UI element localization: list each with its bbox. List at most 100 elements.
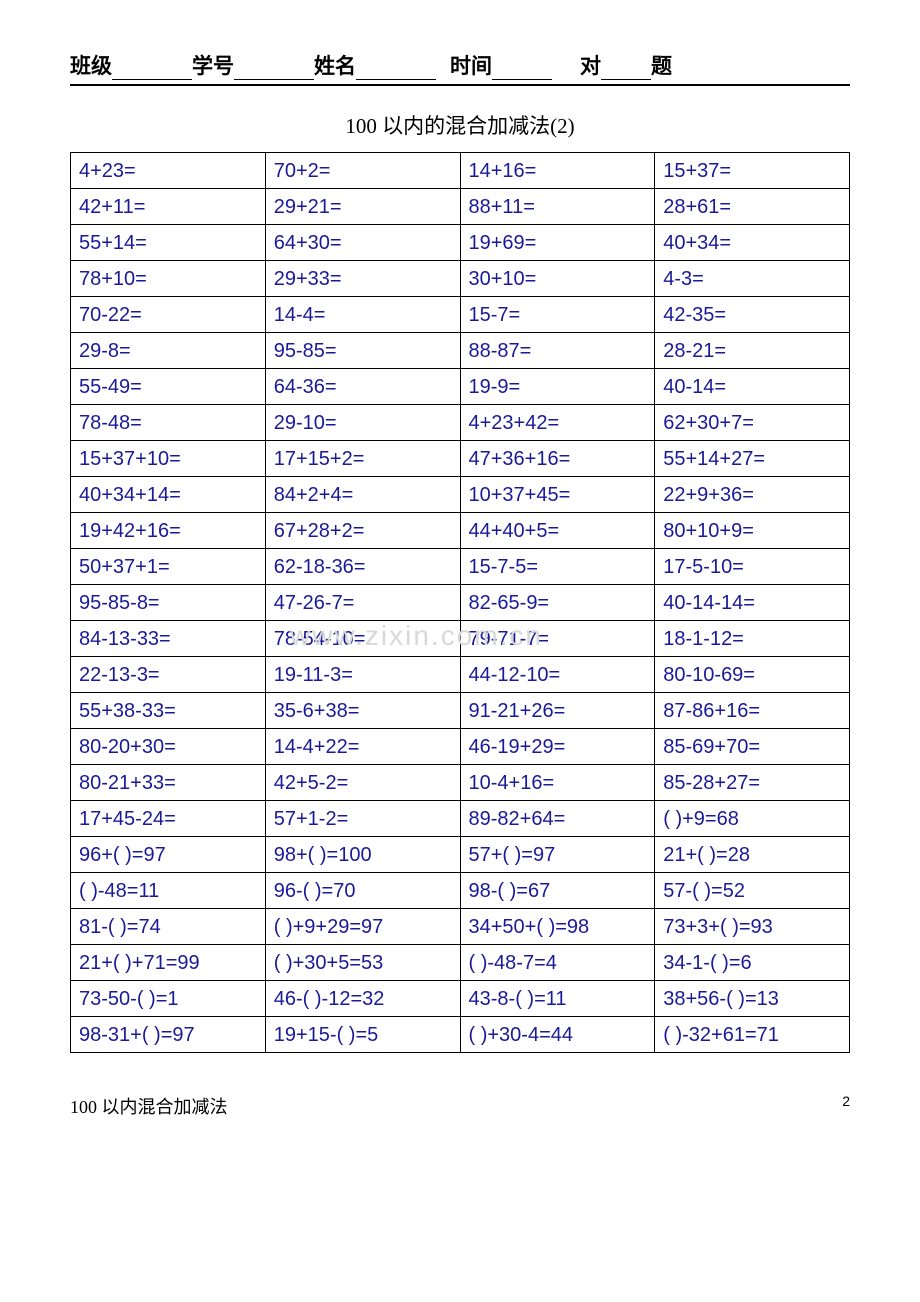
table-row: 22-13-3=19-11-3=44-12-10=80-10-69= <box>71 657 850 693</box>
name-blank <box>356 58 436 80</box>
problem-cell: ( )+9=68 <box>655 801 850 837</box>
problem-cell: 80+10+9= <box>655 513 850 549</box>
table-row: 21+( )+71=99( )+30+5=53( )-48-7=434-1-( … <box>71 945 850 981</box>
problem-cell: 42+11= <box>71 189 266 225</box>
problem-cell: ( )-48-7=4 <box>460 945 655 981</box>
problem-cell: 29+21= <box>265 189 460 225</box>
count-label: 题 <box>651 50 672 80</box>
problem-cell: 40+34+14= <box>71 477 266 513</box>
name-label: 姓名 <box>314 50 356 80</box>
problem-cell: 17-5-10= <box>655 549 850 585</box>
problem-cell: 88-87= <box>460 333 655 369</box>
problem-cell: 29-10= <box>265 405 460 441</box>
problem-cell: 79-71-7= <box>460 621 655 657</box>
problem-cell: 18-1-12= <box>655 621 850 657</box>
class-label: 班级 <box>70 50 112 80</box>
table-row: 81-( )=74( )+9+29=9734+50+( )=9873+3+( )… <box>71 909 850 945</box>
problem-cell: 21+( )+71=99 <box>71 945 266 981</box>
problem-cell: 80-21+33= <box>71 765 266 801</box>
problem-cell: 40-14-14= <box>655 585 850 621</box>
problem-cell: ( )+9+29=97 <box>265 909 460 945</box>
problem-cell: 91-21+26= <box>460 693 655 729</box>
problem-cell: 55-49= <box>71 369 266 405</box>
table-row: 84-13-33=78-54-10=79-71-7=18-1-12= <box>71 621 850 657</box>
problem-cell: 78-48= <box>71 405 266 441</box>
footer-left: 100 以内混合加减法 <box>70 1093 228 1119</box>
problem-cell: 22+9+36= <box>655 477 850 513</box>
problem-cell: 46-19+29= <box>460 729 655 765</box>
problem-cell: 4+23+42= <box>460 405 655 441</box>
problem-cell: 64+30= <box>265 225 460 261</box>
problem-cell: 62+30+7= <box>655 405 850 441</box>
table-row: 78-48=29-10=4+23+42=62+30+7= <box>71 405 850 441</box>
problem-cell: 84-13-33= <box>71 621 266 657</box>
problem-cell: 19+15-( )=5 <box>265 1017 460 1053</box>
problem-cell: 89-82+64= <box>460 801 655 837</box>
problem-cell: 40-14= <box>655 369 850 405</box>
table-row: 29-8=95-85=88-87=28-21= <box>71 333 850 369</box>
problem-cell: 62-18-36= <box>265 549 460 585</box>
class-blank <box>112 58 192 80</box>
table-row: 80-21+33=42+5-2=10-4+16=85-28+27= <box>71 765 850 801</box>
problem-cell: 21+( )=28 <box>655 837 850 873</box>
problem-cell: 96+( )=97 <box>71 837 266 873</box>
problem-cell: 57-( )=52 <box>655 873 850 909</box>
problem-cell: 57+1-2= <box>265 801 460 837</box>
problem-cell: 73+3+( )=93 <box>655 909 850 945</box>
table-row: 73-50-( )=146-( )-12=3243-8-( )=1138+56-… <box>71 981 850 1017</box>
problem-cell: 67+28+2= <box>265 513 460 549</box>
problem-cell: 87-86+16= <box>655 693 850 729</box>
problem-cell: 35-6+38= <box>265 693 460 729</box>
table-row: 55-49=64-36=19-9=40-14= <box>71 369 850 405</box>
table-row: 55+38-33=35-6+38=91-21+26=87-86+16= <box>71 693 850 729</box>
problem-cell: 47-26-7= <box>265 585 460 621</box>
problem-cell: 47+36+16= <box>460 441 655 477</box>
table-row: 42+11=29+21=88+11=28+61= <box>71 189 850 225</box>
table-row: 19+42+16=67+28+2=44+40+5=80+10+9= <box>71 513 850 549</box>
table-row: ( )-48=1196-( )=7098-( )=6757-( )=52 <box>71 873 850 909</box>
correct-blank <box>601 58 651 80</box>
problem-cell: 19+69= <box>460 225 655 261</box>
table-row: 96+( )=9798+( )=10057+( )=9721+( )=28 <box>71 837 850 873</box>
problem-cell: 22-13-3= <box>71 657 266 693</box>
time-blank <box>492 58 552 80</box>
problem-cell: 14-4= <box>265 297 460 333</box>
problem-cell: 34+50+( )=98 <box>460 909 655 945</box>
problem-cell: 17+45-24= <box>71 801 266 837</box>
problem-cell: 73-50-( )=1 <box>71 981 266 1017</box>
problem-cell: 44-12-10= <box>460 657 655 693</box>
table-row: 98-31+( )=9719+15-( )=5( )+30-4=44( )-32… <box>71 1017 850 1053</box>
problem-cell: 80-10-69= <box>655 657 850 693</box>
problem-cell: 19-11-3= <box>265 657 460 693</box>
problem-cell: 29+33= <box>265 261 460 297</box>
problem-cell: 38+56-( )=13 <box>655 981 850 1017</box>
problem-cell: 98-( )=67 <box>460 873 655 909</box>
problem-cell: 10-4+16= <box>460 765 655 801</box>
problem-cell: 44+40+5= <box>460 513 655 549</box>
problem-cell: 29-8= <box>71 333 266 369</box>
id-blank <box>234 58 314 80</box>
table-row: 50+37+1=62-18-36=15-7-5=17-5-10= <box>71 549 850 585</box>
correct-label: 对 <box>580 50 601 80</box>
problem-cell: 80-20+30= <box>71 729 266 765</box>
time-label: 时间 <box>450 50 492 80</box>
problem-cell: 14-4+22= <box>265 729 460 765</box>
problem-cell: 81-( )=74 <box>71 909 266 945</box>
problem-cell: 50+37+1= <box>71 549 266 585</box>
problem-cell: 28+61= <box>655 189 850 225</box>
problem-cell: ( )+30-4=44 <box>460 1017 655 1053</box>
table-row: 17+45-24=57+1-2=89-82+64=( )+9=68 <box>71 801 850 837</box>
table-row: 4+23=70+2=14+16=15+37= <box>71 153 850 189</box>
problem-cell: 55+14+27= <box>655 441 850 477</box>
problem-cell: 88+11= <box>460 189 655 225</box>
problem-cell: 55+38-33= <box>71 693 266 729</box>
problem-cell: 28-21= <box>655 333 850 369</box>
footer-page: 2 <box>842 1093 850 1119</box>
problem-cell: 17+15+2= <box>265 441 460 477</box>
problem-cell: 10+37+45= <box>460 477 655 513</box>
problem-cell: 19-9= <box>460 369 655 405</box>
problem-cell: 15+37+10= <box>71 441 266 477</box>
problem-cell: 42+5-2= <box>265 765 460 801</box>
problem-cell: 70+2= <box>265 153 460 189</box>
table-row: 95-85-8=47-26-7=82-65-9=40-14-14= <box>71 585 850 621</box>
